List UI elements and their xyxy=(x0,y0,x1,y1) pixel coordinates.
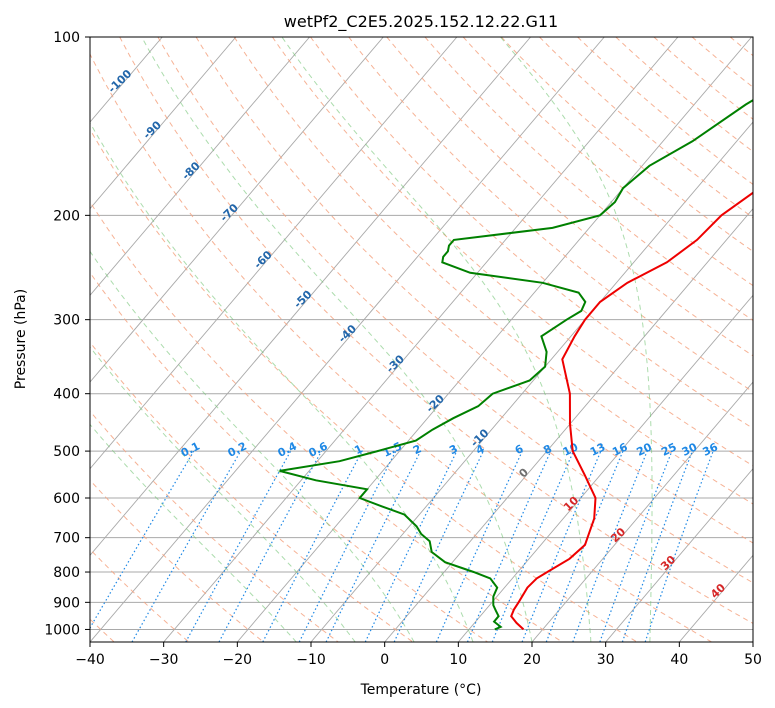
mixing-ratio-label: 25 xyxy=(659,440,678,458)
dry-adiabat xyxy=(119,37,753,625)
chart-title: wetPf2_C2E5.2025.152.12.22.G11 xyxy=(284,12,558,32)
dry-adiabat xyxy=(90,201,563,642)
mixing-ratio-line xyxy=(185,450,292,642)
x-tick-label: 0 xyxy=(380,652,389,668)
isotherm-gridline xyxy=(90,37,310,297)
dry-adiabat xyxy=(195,37,753,544)
isotherm-gridline xyxy=(90,37,531,556)
isotherm-gridline xyxy=(236,37,752,642)
y-tick-label: 100 xyxy=(53,30,80,46)
dry-adiabat xyxy=(90,128,638,642)
y-tick-label: 500 xyxy=(53,444,80,460)
dry-adiabat xyxy=(90,341,414,642)
dry-adiabat xyxy=(500,37,753,252)
x-axis-label: Temperature (°C) xyxy=(360,682,482,698)
dry-adiabat xyxy=(424,37,753,321)
y-tick-label: 600 xyxy=(53,491,80,507)
y-tick-label: 900 xyxy=(53,595,80,611)
mixing-ratio-label: 10 xyxy=(561,440,581,459)
mixing-ratio-label: 13 xyxy=(588,440,607,458)
moist-adiabat xyxy=(90,423,297,642)
y-tick-label: 800 xyxy=(53,565,80,581)
x-tick-label: −10 xyxy=(296,652,326,668)
mixing-ratio-line xyxy=(572,450,648,642)
plot-frame xyxy=(89,36,754,643)
y-axis-label: Pressure (hPa) xyxy=(13,289,29,389)
x-tick-label: 20 xyxy=(523,652,541,668)
x-tick-label: 30 xyxy=(597,652,615,668)
dry-adiabat xyxy=(615,37,753,153)
x-tick-label: 50 xyxy=(744,652,762,668)
isotherm-gridline xyxy=(90,37,458,470)
x-tick-label: −40 xyxy=(75,652,105,668)
mixing-ratio-line xyxy=(521,450,602,642)
mixing-ratio-label: 16 xyxy=(610,440,630,459)
dry-adiabat xyxy=(90,53,712,642)
mixing-ratio-line xyxy=(218,450,323,642)
mixing-ratio-line xyxy=(435,450,523,642)
dry-adiabat xyxy=(233,37,753,505)
moist-adiabat xyxy=(500,37,653,642)
mixing-ratio-label: 20 xyxy=(634,440,654,459)
mixing-ratio-line xyxy=(466,450,552,642)
y-axis: 100 200 300 400 500 600 700 800 900 1000 xyxy=(44,30,90,638)
dry-adiabat xyxy=(310,37,753,429)
moist-adiabat xyxy=(141,37,533,642)
dewpoint-profile xyxy=(279,99,753,631)
x-tick-label: 40 xyxy=(670,652,688,668)
moist-adiabat xyxy=(90,346,356,642)
temperature-profile xyxy=(510,191,753,631)
mixing-ratio-line xyxy=(621,450,693,642)
x-tick-label: −30 xyxy=(149,652,179,668)
isotherm-gridline xyxy=(384,207,753,642)
x-tick-label: −20 xyxy=(223,652,253,668)
mixing-ratio-label: 30 xyxy=(680,440,700,459)
x-tick-label: 10 xyxy=(449,652,467,668)
mixing-ratio-line xyxy=(325,450,422,642)
mixing-ratio-line xyxy=(491,450,575,642)
mixing-ratio-label: 36 xyxy=(700,440,720,459)
y-tick-label: 400 xyxy=(53,387,80,403)
y-tick-label: 700 xyxy=(53,531,80,547)
y-tick-label: 200 xyxy=(53,208,80,224)
y-tick-label: 300 xyxy=(53,313,80,329)
dry-adiabat xyxy=(271,37,753,467)
isotherm-gridline xyxy=(531,381,753,642)
mixing-ratio-line xyxy=(298,450,397,642)
dry-adiabat xyxy=(157,37,753,584)
moist-adiabat xyxy=(90,250,415,642)
mixing-ratio-line xyxy=(644,450,714,642)
moist-adiabat xyxy=(281,37,592,642)
isotherm-gridline xyxy=(90,37,384,383)
isotherm-gridline xyxy=(90,37,605,642)
isotherm-gridline xyxy=(457,294,753,642)
isotherm-gridline xyxy=(90,37,237,210)
moist-adiabat xyxy=(90,121,474,642)
mixing-ratio-line xyxy=(599,450,673,642)
y-tick-label: 1000 xyxy=(44,622,80,638)
x-axis: −40 −30 −20 −10 0 10 20 30 40 50 xyxy=(75,642,762,668)
mixing-ratio-line xyxy=(545,450,624,642)
dry-adiabat xyxy=(386,37,753,357)
isotherm-gridline xyxy=(163,37,679,642)
isotherm-gridline xyxy=(605,467,753,642)
